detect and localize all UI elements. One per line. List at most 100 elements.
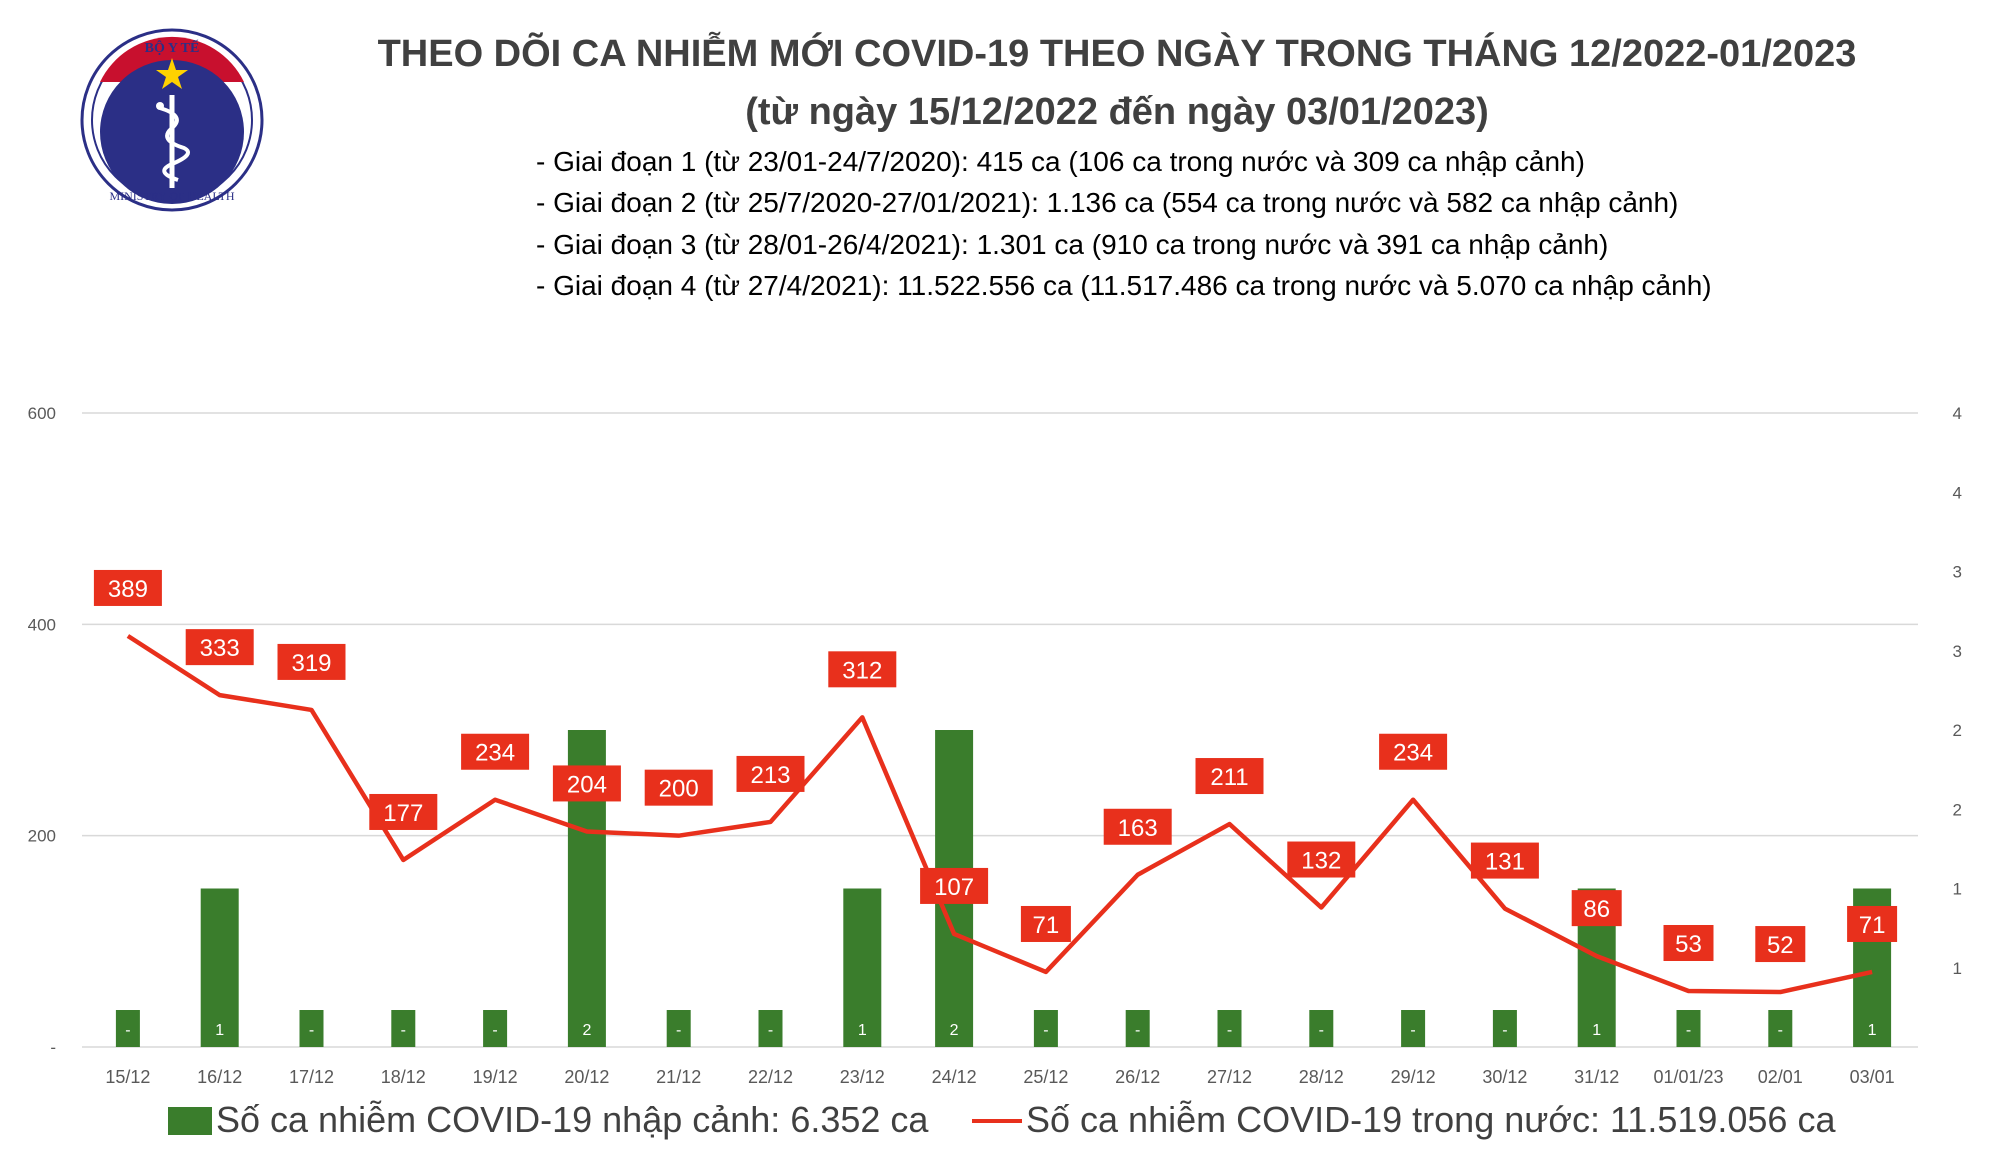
- bar-value-label: 2: [950, 1022, 959, 1039]
- bar: [1768, 1010, 1793, 1047]
- bar-value-label: -: [1043, 1022, 1048, 1039]
- bar: [115, 1010, 140, 1047]
- bar-value-label: -: [492, 1022, 497, 1039]
- line-value-label: 333: [200, 635, 240, 662]
- bar-value-label: 1: [1592, 1022, 1601, 1039]
- bar: [666, 1010, 691, 1047]
- line-value-label: 53: [1675, 931, 1702, 958]
- x-tick-label: 18/12: [381, 1067, 426, 1087]
- line-label-bg: [1287, 841, 1356, 878]
- bar: [1401, 1010, 1426, 1047]
- bar: [1033, 1010, 1058, 1047]
- line-label-bg: [1470, 842, 1539, 879]
- x-tick-label: 15/12: [105, 1067, 150, 1087]
- legend-bar-label: Số ca nhiễm COVID-19 nhập cảnh: 6.352 ca: [216, 1099, 929, 1140]
- line-value-label: 132: [1301, 848, 1341, 875]
- x-axis: 15/12 16/12 17/12 18/12 19/12 20/12 21/12 22/12…: [105, 1067, 1894, 1087]
- period-4: - Giai đoạn 4 (từ 27/4/2021): 11.522.556…: [536, 270, 1712, 301]
- line-label-bg: [1103, 808, 1172, 845]
- bar: [299, 1010, 324, 1047]
- bar-value-label: 1: [858, 1022, 867, 1039]
- x-tick-label: 27/12: [1207, 1067, 1252, 1087]
- line-series: 389 333 319 177 234 204 200 213 312 107 71 163 211 13…: [93, 569, 1898, 995]
- bar: [758, 1010, 783, 1047]
- bar-value-label: 2: [582, 1022, 591, 1039]
- bar-value-label: -: [1227, 1022, 1232, 1039]
- x-tick-label: 29/12: [1391, 1067, 1436, 1087]
- bar-value-label: -: [1410, 1022, 1415, 1039]
- logo-top-text: BỘ Y TẾ: [145, 39, 200, 56]
- line-label-bg: [461, 733, 530, 770]
- bar-value-label: -: [1319, 1022, 1324, 1039]
- legend-line-label: Số ca nhiễm COVID-19 trong nước: 11.519.…: [1026, 1099, 1836, 1140]
- x-tick-label: 26/12: [1115, 1067, 1160, 1087]
- bar: [843, 888, 882, 1047]
- left-tick-label: 200: [28, 827, 56, 846]
- serpent-icon: [159, 106, 190, 182]
- line-label-bg: [1571, 890, 1622, 927]
- period-1: - Giai đoạn 1 (từ 23/01-24/7/2020): 415 …: [536, 146, 1585, 177]
- right-tick-label: 1: [1953, 959, 1962, 978]
- line-label-bg: [828, 651, 897, 688]
- left-axis: - 200 400 600: [28, 404, 56, 1057]
- left-tick-label: 600: [28, 404, 56, 423]
- right-tick-label: 1: [1953, 880, 1962, 899]
- bar-value-label: -: [401, 1022, 406, 1039]
- bar: [1217, 1010, 1242, 1047]
- left-tick-label: -: [50, 1038, 56, 1057]
- star-icon: [156, 58, 188, 89]
- line-label-bg: [277, 643, 346, 680]
- line-value-label: 319: [291, 650, 331, 677]
- series-line: [126, 634, 1873, 995]
- x-tick-label: 20/12: [564, 1067, 609, 1087]
- logo-bottom-text: MINISTRY OF HEALTH: [109, 189, 234, 203]
- x-tick-label: 16/12: [197, 1067, 242, 1087]
- x-tick-label: 24/12: [932, 1067, 977, 1087]
- period-2: - Giai đoạn 2 (từ 25/7/2020-27/01/2021):…: [536, 187, 1678, 218]
- bar-value-label: -: [1778, 1022, 1783, 1039]
- ministry-logo: BỘ Y TẾ MINISTRY OF HEALTH: [80, 28, 264, 212]
- line-label-bg: [736, 755, 805, 792]
- line-value-label: 86: [1583, 896, 1610, 923]
- line-value-label: 200: [659, 776, 699, 803]
- right-axis: 1 1 2 2 3 3 4 4: [1953, 404, 1962, 978]
- bar-value-label: -: [676, 1022, 681, 1039]
- x-tick-label: 17/12: [289, 1067, 334, 1087]
- line-label-bg: [369, 793, 438, 830]
- x-tick-label: 22/12: [748, 1067, 793, 1087]
- line-value-label: 71: [1859, 912, 1886, 939]
- line-value-label: 389: [108, 576, 148, 603]
- legend-bar-swatch: [168, 1107, 212, 1135]
- right-tick-label: 4: [1953, 404, 1962, 423]
- line-label-bg: [644, 769, 713, 806]
- line-label-bg: [1755, 926, 1806, 963]
- x-tick-label: 01/01/23: [1653, 1067, 1723, 1087]
- line-label-bg: [185, 629, 254, 666]
- line-value-label: 211: [1210, 764, 1248, 791]
- x-tick-label: 23/12: [840, 1067, 885, 1087]
- chart-subtitle: (từ ngày 15/12/2022 đến ngày 03/01/2023): [745, 91, 1489, 133]
- line-value-label: 213: [750, 762, 790, 789]
- bar-value-label: 1: [1868, 1022, 1877, 1039]
- x-tick-label: 21/12: [656, 1067, 701, 1087]
- bar-value-label: 1: [215, 1022, 224, 1039]
- line-value-label: 204: [567, 771, 607, 798]
- bar: [1676, 1010, 1701, 1047]
- x-tick-label: 25/12: [1023, 1067, 1068, 1087]
- bar: [391, 1010, 416, 1047]
- right-tick-label: 3: [1953, 642, 1962, 661]
- line-value-label: 234: [1393, 740, 1433, 767]
- bar: [1492, 1010, 1517, 1047]
- line-label-bg: [1847, 905, 1898, 942]
- right-tick-label: 2: [1953, 800, 1962, 819]
- line-value-label: 131: [1485, 849, 1525, 876]
- bar-value-label: -: [1135, 1022, 1140, 1039]
- x-tick-label: 02/01: [1758, 1067, 1803, 1087]
- bars-series: - 1 - - - 2 - - 1 2 - - - - - - 1 - - 1: [115, 730, 1892, 1047]
- bar-value-label: -: [309, 1022, 314, 1039]
- right-tick-label: 4: [1953, 483, 1962, 502]
- bar-value-label: -: [1686, 1022, 1691, 1039]
- bar-value-label: -: [125, 1022, 130, 1039]
- line-label-bg: [1379, 733, 1448, 770]
